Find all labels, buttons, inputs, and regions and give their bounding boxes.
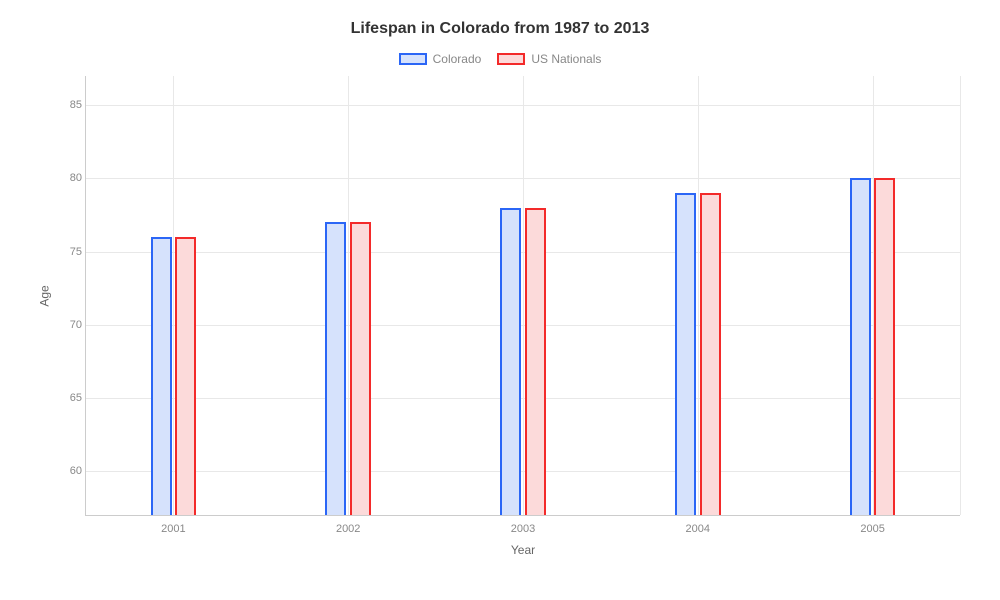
chart-title: Lifespan in Colorado from 1987 to 2013	[30, 20, 970, 38]
bars-layer	[86, 76, 960, 515]
y-tick: 80	[52, 172, 82, 184]
y-axis-label: Age	[38, 285, 52, 306]
legend-swatch-0	[399, 53, 427, 65]
x-tick: 2004	[686, 523, 710, 535]
y-tick: 70	[52, 319, 82, 331]
bar-us-nationals	[350, 222, 371, 515]
x-axis-label: Year	[511, 543, 535, 557]
bar-us-nationals	[700, 193, 721, 515]
x-tick: 2001	[161, 523, 185, 535]
x-tick: 2003	[511, 523, 535, 535]
bar-colorado	[500, 208, 521, 515]
legend-swatch-1	[497, 53, 525, 65]
legend-label-1: US Nationals	[531, 52, 601, 66]
legend: Colorado US Nationals	[30, 52, 970, 66]
gridline-v	[960, 76, 961, 515]
chart-container: Lifespan in Colorado from 1987 to 2013 C…	[0, 0, 1000, 600]
x-tick: 2005	[860, 523, 884, 535]
bar-colorado	[325, 222, 346, 515]
x-tick: 2002	[336, 523, 360, 535]
plot-area: Age Year 606570758085 200120022003200420…	[85, 76, 960, 516]
legend-item-1: US Nationals	[497, 52, 601, 66]
y-tick: 75	[52, 246, 82, 258]
bar-colorado	[675, 193, 696, 515]
bar-colorado	[151, 237, 172, 515]
bar-us-nationals	[874, 178, 895, 515]
y-tick: 60	[52, 465, 82, 477]
bar-colorado	[850, 178, 871, 515]
legend-label-0: Colorado	[433, 52, 482, 66]
y-tick: 65	[52, 392, 82, 404]
y-tick: 85	[52, 99, 82, 111]
legend-item-0: Colorado	[399, 52, 482, 66]
bar-us-nationals	[525, 208, 546, 515]
bar-us-nationals	[175, 237, 196, 515]
